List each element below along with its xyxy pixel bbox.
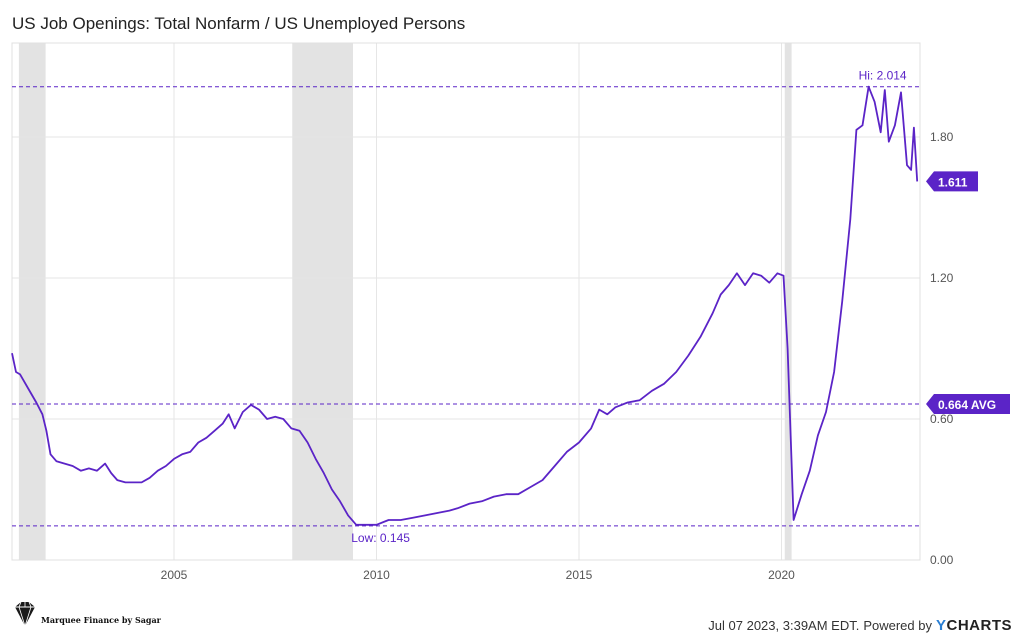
- chart-title: US Job Openings: Total Nonfarm / US Unem…: [12, 14, 466, 33]
- series-line: [11, 85, 919, 526]
- reference-lines-group: [12, 86, 920, 527]
- y-tick-label: 0.60: [930, 412, 954, 426]
- gridlines-group: [12, 43, 920, 561]
- recession-shading-group: [18, 43, 792, 560]
- brand-text: Marquee Finance by Sagar: [41, 615, 161, 625]
- powered-by-text: Powered by: [863, 618, 932, 633]
- average-tag-text: 0.664 AVG: [938, 398, 996, 412]
- timestamp: Jul 07 2023, 3:39AM EDT.: [708, 618, 860, 633]
- x-tick-label: 2010: [363, 568, 390, 582]
- recession-band: [292, 43, 354, 560]
- last-value-tag-bg: [926, 171, 978, 192]
- annotation-labels: Hi: 2.014 Low: 0.145 0.664 AVG 1.611: [351, 69, 1010, 545]
- ycharts-y-mark: Y: [935, 617, 947, 634]
- ycharts-wordmark: CHARTS: [946, 617, 1012, 634]
- average-tag-bg: [926, 393, 1010, 414]
- y-tick-label: 1.80: [930, 130, 954, 144]
- plot-border: [11, 42, 921, 561]
- last-value-tag: 1.611: [926, 171, 978, 192]
- low-label: Low: 0.145: [351, 531, 410, 545]
- y-tick-label: 0.00: [930, 553, 954, 567]
- x-tick-label: 2015: [566, 568, 593, 582]
- average-tag: 0.664 AVG: [926, 393, 1010, 414]
- x-tick-label: 2020: [768, 568, 795, 582]
- high-label: Hi: 2.014: [859, 69, 907, 83]
- footer-attribution: Jul 07 2023, 3:39AM EDT. Powered by YCHA…: [708, 617, 1012, 634]
- y-axis-ticks: 0.00 0.60 1.20 1.80: [930, 130, 954, 567]
- recession-band: [18, 43, 46, 560]
- recession-band: [784, 43, 792, 560]
- series-group: [11, 85, 919, 526]
- y-tick-label: 1.20: [930, 271, 954, 285]
- ycharts-logo[interactable]: YCHARTS: [936, 617, 1012, 634]
- last-value-tag-text: 1.611: [938, 175, 968, 189]
- plot-frame: [11, 42, 921, 561]
- x-tick-label: 2005: [161, 568, 188, 582]
- x-axis-ticks: 2005 2010 2015 2020: [161, 568, 796, 582]
- diamond-icon: [15, 601, 35, 628]
